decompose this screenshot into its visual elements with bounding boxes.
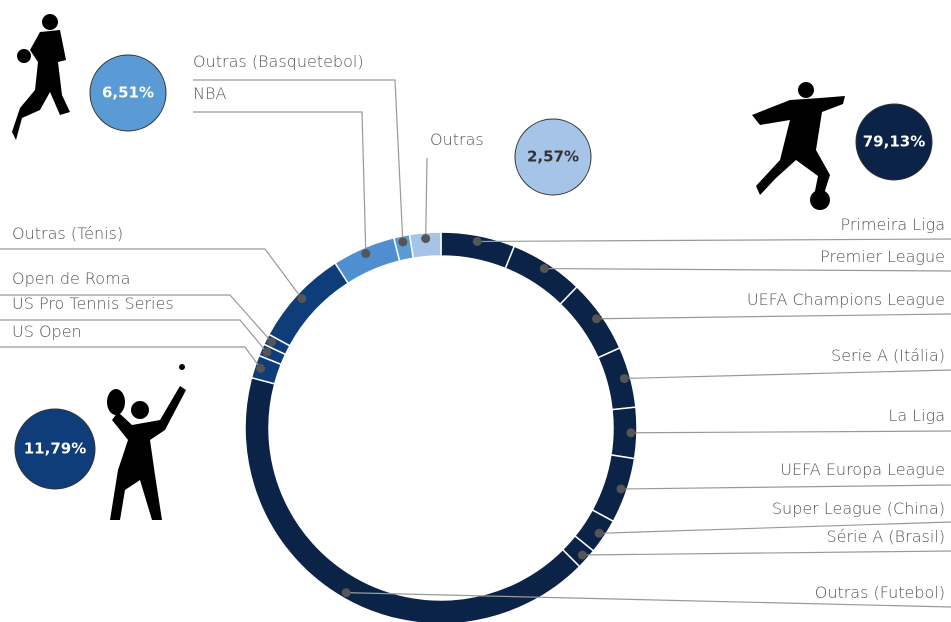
leader-dot bbox=[626, 428, 636, 438]
segment-label: Super League (China) bbox=[772, 499, 945, 518]
leader-line bbox=[582, 550, 951, 556]
segment-label: La Liga bbox=[888, 406, 945, 425]
segment-label: Outras (Futebol) bbox=[815, 583, 945, 602]
leader-line bbox=[425, 157, 428, 239]
leader-dot bbox=[297, 294, 307, 304]
leader-line bbox=[596, 313, 951, 320]
leader-line bbox=[0, 319, 268, 353]
group-percent: 79,13% bbox=[863, 133, 925, 151]
donut-segment bbox=[559, 285, 621, 359]
segment-label: Primeira Liga bbox=[841, 215, 946, 234]
football-player bbox=[752, 82, 845, 210]
leader-line bbox=[0, 248, 303, 299]
group-percent: 2,57% bbox=[527, 148, 579, 166]
segment-label: Open de Roma bbox=[12, 269, 130, 288]
leader-line bbox=[193, 79, 404, 242]
group-percent: 6,51% bbox=[102, 84, 154, 102]
leader-line bbox=[544, 267, 951, 272]
donut-segment bbox=[591, 454, 636, 523]
segment-label: Outras bbox=[430, 130, 484, 149]
leader-line bbox=[599, 521, 951, 534]
leader-line bbox=[346, 592, 951, 608]
leader-line bbox=[620, 484, 951, 490]
group-badge bbox=[514, 118, 592, 196]
leader-dot bbox=[591, 314, 601, 324]
leader-dot bbox=[472, 236, 482, 246]
leader-dot bbox=[341, 588, 351, 598]
segment-label: US Open bbox=[12, 322, 82, 341]
leader-dot bbox=[267, 337, 277, 347]
leader-dot bbox=[539, 264, 549, 274]
leader-dot bbox=[361, 249, 371, 259]
segment-label: Outras (Ténis) bbox=[12, 224, 123, 243]
donut-segment bbox=[408, 231, 442, 260]
leader-line bbox=[477, 238, 951, 243]
segment-label: Outras (Basquetebol) bbox=[193, 52, 364, 71]
group-percent: 11,79% bbox=[24, 440, 86, 458]
segment-label: Série A (Brasil) bbox=[826, 527, 945, 546]
group-badge bbox=[14, 408, 96, 490]
donut-segment bbox=[244, 376, 581, 622]
leader-line bbox=[630, 430, 951, 434]
donut-segment bbox=[334, 236, 401, 285]
group-badge bbox=[855, 103, 933, 181]
leader-dot bbox=[619, 373, 629, 383]
silhouettes bbox=[12, 14, 845, 520]
leader-dot bbox=[421, 234, 431, 244]
leader-line bbox=[624, 369, 951, 380]
leader-dot bbox=[398, 237, 408, 247]
leader-line bbox=[193, 111, 367, 254]
tennis-player bbox=[107, 364, 186, 520]
segment-label: Serie A (Itália) bbox=[831, 346, 945, 365]
segment-label: Premier League bbox=[820, 247, 945, 266]
leader-dot bbox=[256, 363, 266, 373]
basketball-player bbox=[12, 14, 70, 140]
segment-label: UEFA Europa League bbox=[780, 460, 945, 479]
segment-label: US Pro Tennis Series bbox=[12, 294, 174, 313]
donut-segment bbox=[504, 245, 579, 306]
leader-dot bbox=[577, 550, 587, 560]
segment-label: UEFA Champions League bbox=[747, 290, 945, 309]
leader-dot bbox=[616, 484, 626, 494]
leader-dot bbox=[262, 347, 272, 357]
segment-label: NBA bbox=[193, 84, 226, 103]
group-badge bbox=[89, 54, 167, 132]
leader-line bbox=[0, 294, 273, 343]
leader-dot bbox=[594, 528, 604, 538]
donut-segment bbox=[267, 262, 350, 347]
leader-line bbox=[0, 346, 262, 369]
